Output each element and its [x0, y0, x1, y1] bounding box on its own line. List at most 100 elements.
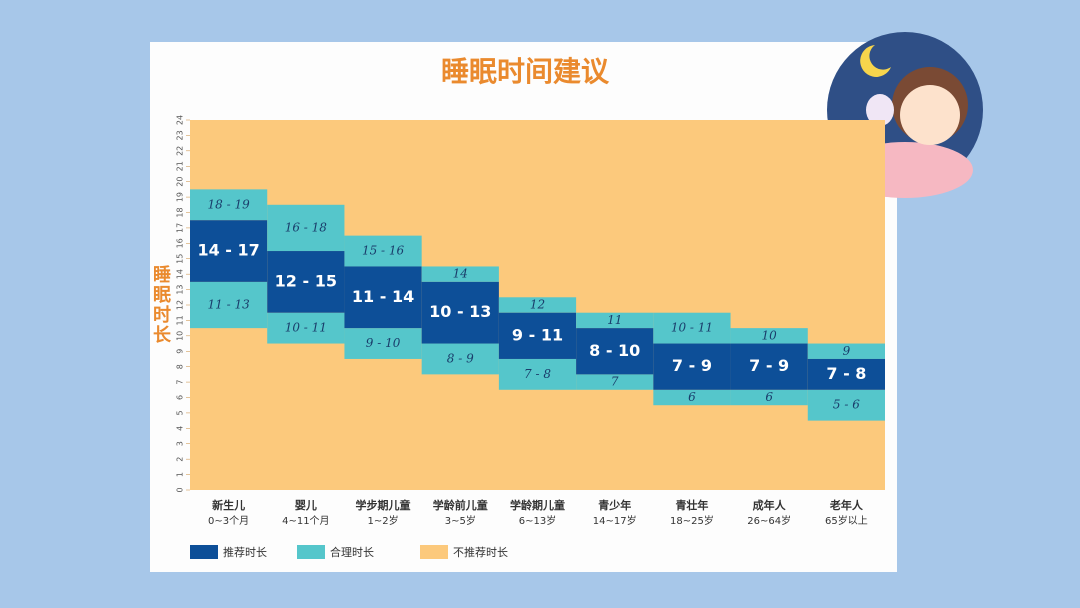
- x-tick-label: 学龄期儿童: [510, 498, 565, 512]
- y-tick-label: 5: [176, 410, 185, 415]
- acceptable-lower-bar: [267, 312, 345, 344]
- y-tick-label: 12: [176, 300, 185, 310]
- acceptable-upper-bar: [653, 312, 731, 344]
- y-tick-label: 17: [176, 223, 185, 233]
- value-label: 11: [607, 313, 622, 327]
- y-tick-label: 10: [176, 331, 185, 341]
- value-label: 14 - 17: [197, 241, 259, 260]
- y-tick-label: 7: [176, 380, 185, 385]
- y-tick-label: 15: [176, 254, 185, 264]
- y-tick-label: 4: [176, 426, 185, 431]
- x-tick-sublabel: 3~5岁: [445, 514, 476, 527]
- acceptable-upper-bar: [498, 297, 577, 313]
- y-tick-label: 18: [176, 207, 185, 217]
- y-tick-label: 3: [176, 441, 185, 446]
- legend-swatch: [190, 545, 218, 559]
- recommended-bar: [344, 266, 422, 329]
- value-label: 7 - 9: [672, 356, 712, 375]
- value-label: 7 - 9: [749, 356, 789, 375]
- y-tick-label: 23: [176, 130, 185, 140]
- acceptable-upper-bar: [730, 328, 808, 344]
- acceptable-upper-bar: [267, 204, 345, 252]
- x-tick-sublabel: 4~11个月: [282, 515, 329, 527]
- acceptable-lower-bar: [576, 374, 654, 390]
- value-label: 7 - 8: [826, 364, 866, 383]
- recommended-bar: [421, 281, 499, 344]
- recommended-bar: [730, 343, 808, 390]
- value-label: 8 - 10: [589, 341, 640, 360]
- value-label: 8 - 9: [447, 351, 474, 365]
- value-label: 10 - 13: [429, 302, 491, 321]
- y-axis-label: 睡眠时长: [150, 265, 171, 345]
- value-label: 11 - 14: [352, 287, 414, 306]
- y-tick-label: 24: [176, 115, 185, 125]
- x-tick-label: 婴儿: [295, 499, 317, 512]
- recommended-bar: [498, 312, 577, 359]
- y-tick-label: 9: [176, 349, 185, 354]
- x-tick-sublabel: 1~2岁: [368, 514, 399, 527]
- recommended-bar: [267, 251, 345, 313]
- x-tick-sublabel: 6~13岁: [519, 514, 556, 527]
- y-tick-label: 20: [176, 177, 185, 187]
- acceptable-upper-bar: [344, 235, 422, 267]
- y-tick-label: 1: [176, 472, 185, 477]
- acceptable-lower-bar: [807, 389, 885, 421]
- y-tick-label: 6: [176, 395, 185, 400]
- legend-label: 合理时长: [330, 545, 374, 559]
- y-tick-label: 14: [176, 269, 185, 279]
- x-tick-sublabel: 26~64岁: [747, 514, 791, 527]
- y-tick-label: 0: [176, 487, 185, 492]
- recommended-bar: [653, 343, 731, 390]
- y-tick-label: 22: [176, 146, 185, 156]
- value-label: 9: [843, 344, 851, 358]
- acceptable-lower-bar: [498, 358, 577, 390]
- value-label: 14: [453, 267, 468, 281]
- y-tick-label: 13: [176, 284, 185, 294]
- acceptable-upper-bar: [576, 312, 654, 329]
- value-label: 10 - 11: [671, 321, 713, 335]
- acceptable-lower-bar: [421, 343, 499, 375]
- x-tick-label: 学龄前儿童: [433, 498, 488, 512]
- value-label: 5 - 6: [833, 398, 860, 412]
- x-tick-sublabel: 65岁以上: [825, 514, 868, 527]
- acceptable-upper-bar: [421, 266, 499, 282]
- y-tick-label: 19: [176, 192, 185, 202]
- x-tick-sublabel: 18~25岁: [670, 514, 714, 527]
- value-label: 10: [762, 328, 778, 342]
- legend-swatch: [297, 545, 325, 559]
- acceptable-upper-bar: [807, 343, 885, 359]
- value-label: 7: [611, 375, 619, 389]
- recommended-bar: [576, 328, 654, 375]
- x-tick-label: 新生儿: [212, 498, 245, 512]
- legend-label: 不推荐时长: [453, 545, 508, 559]
- acceptable-lower-bar: [190, 281, 268, 329]
- value-label: 10 - 11: [285, 321, 327, 335]
- value-label: 18 - 19: [207, 197, 250, 211]
- acceptable-lower-bar: [653, 389, 731, 406]
- value-label: 16 - 18: [285, 220, 328, 234]
- y-tick-label: 8: [176, 364, 185, 369]
- x-tick-label: 学步期儿童: [356, 498, 411, 512]
- x-tick-sublabel: 0~3个月: [208, 515, 249, 527]
- x-tick-label: 青壮年: [675, 498, 708, 512]
- value-label: 6: [765, 390, 773, 404]
- value-label: 12 - 15: [275, 271, 337, 290]
- y-tick-label: 11: [176, 315, 185, 325]
- chart-title: 睡眠时间建议: [441, 55, 610, 88]
- x-tick-label: 成年人: [753, 498, 787, 512]
- x-tick-sublabel: 14~17岁: [593, 514, 637, 527]
- acceptable-lower-bar: [730, 389, 808, 406]
- value-label: 9 - 11: [512, 325, 563, 344]
- legend-swatch: [420, 545, 448, 559]
- y-tick-label: 21: [176, 161, 185, 171]
- value-label: 12: [530, 298, 545, 312]
- value-label: 9 - 10: [366, 336, 401, 350]
- recommended-bar: [190, 220, 268, 282]
- x-tick-label: 青少年: [598, 498, 631, 512]
- value-label: 6: [688, 390, 696, 404]
- recommended-bar: [807, 358, 885, 390]
- legend-label: 推荐时长: [223, 545, 267, 559]
- value-label: 11 - 13: [207, 298, 250, 312]
